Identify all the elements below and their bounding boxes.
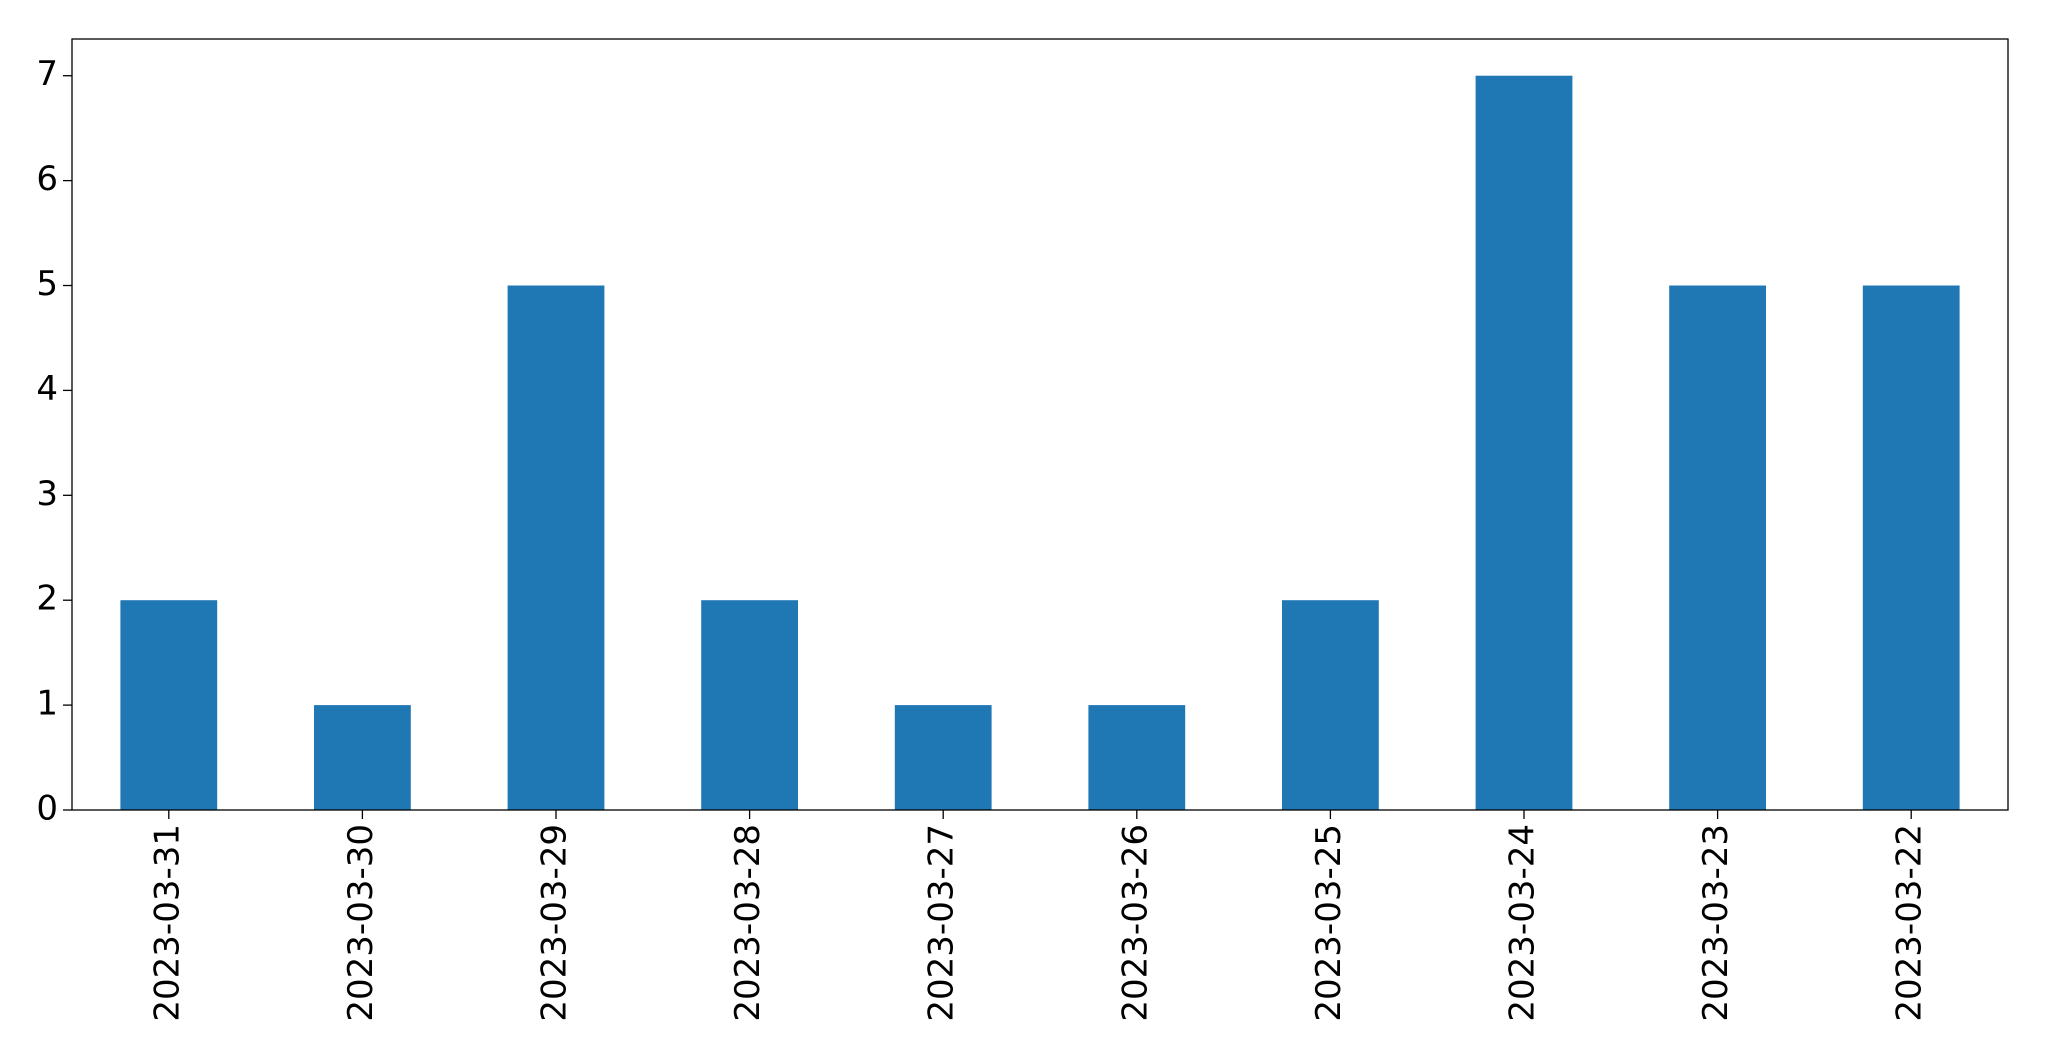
axes-frame <box>71 38 2009 811</box>
x-tick-label: 2023-03-23 <box>1696 824 1736 1022</box>
x-tick-label: 2023-03-28 <box>728 824 768 1022</box>
x-tick-label: 2023-03-27 <box>922 824 962 1022</box>
x-tick-label: 2023-03-26 <box>1115 824 1155 1022</box>
bar <box>120 600 218 810</box>
bar <box>701 600 798 810</box>
y-tick-label: 2 <box>36 579 58 619</box>
y-tick-label: 6 <box>36 159 58 199</box>
bar <box>507 285 605 810</box>
bar <box>894 705 992 810</box>
bar <box>1088 705 1186 810</box>
bar <box>314 705 411 810</box>
bar <box>1475 75 1573 810</box>
bar <box>1862 285 1960 810</box>
y-tick-label: 5 <box>36 264 58 304</box>
x-tick-label: 2023-03-30 <box>341 824 381 1022</box>
x-tick-label: 2023-03-31 <box>147 824 187 1022</box>
y-tick-label: 4 <box>36 369 58 409</box>
y-tick-label: 3 <box>36 474 58 514</box>
bar <box>1282 600 1379 810</box>
y-tick-label: 0 <box>36 789 58 829</box>
x-tick-label: 2023-03-25 <box>1309 824 1349 1022</box>
x-tick-label: 2023-03-24 <box>1503 824 1543 1022</box>
bar <box>1669 285 1766 810</box>
x-tick-label: 2023-03-29 <box>535 824 575 1022</box>
y-tick-label: 7 <box>36 54 58 94</box>
x-tick-label: 2023-03-22 <box>1890 824 1930 1022</box>
y-tick-label: 1 <box>36 684 58 724</box>
